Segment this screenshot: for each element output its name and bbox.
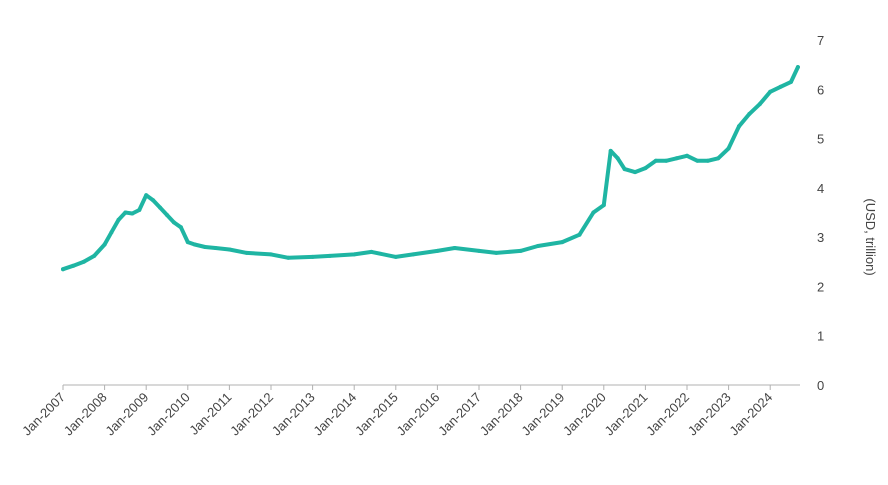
data-point xyxy=(185,240,190,245)
y-tick-label: 0 xyxy=(817,378,824,393)
x-tick-label: Jan-2015 xyxy=(352,390,401,439)
x-tick-label: Jan-2009 xyxy=(102,390,151,439)
data-point xyxy=(369,249,374,254)
data-point xyxy=(591,210,596,215)
data-point xyxy=(151,198,156,203)
data-point xyxy=(435,248,440,253)
data-point xyxy=(123,210,128,215)
data-point xyxy=(61,267,65,272)
data-point xyxy=(795,65,800,70)
data-point xyxy=(286,255,291,260)
data-point xyxy=(269,252,273,257)
data-point xyxy=(171,220,176,225)
data-point xyxy=(705,158,710,163)
data-point xyxy=(244,250,249,255)
y-tick-label: 7 xyxy=(817,33,824,48)
x-tick-label: Jan-2013 xyxy=(269,390,318,439)
data-point xyxy=(92,253,97,258)
data-point xyxy=(327,253,332,258)
y-axis-ticks: 0 1 2 3 4 5 6 7 xyxy=(817,33,824,393)
x-tick-label: Jan-2021 xyxy=(602,390,651,439)
x-tick-label: Jan-2011 xyxy=(186,390,234,438)
data-point xyxy=(601,203,606,208)
data-point xyxy=(768,89,773,94)
data-point xyxy=(757,102,762,107)
x-tick-label: Jan-2023 xyxy=(685,390,734,439)
data-point xyxy=(310,254,315,259)
data-point xyxy=(685,153,689,158)
data-point xyxy=(789,79,793,84)
x-tick-label: Jan-2024 xyxy=(726,390,775,439)
data-point xyxy=(643,166,648,171)
x-tick-label: Jan-2020 xyxy=(560,390,609,439)
data-point xyxy=(203,245,208,249)
data-point xyxy=(192,242,197,247)
data-point xyxy=(227,247,232,252)
series-group xyxy=(61,65,800,272)
data-point xyxy=(674,156,679,161)
data-point xyxy=(130,211,135,216)
x-tick-label: Jan-2014 xyxy=(310,390,359,439)
data-point xyxy=(615,156,620,161)
data-point xyxy=(608,148,613,153)
data-point xyxy=(71,263,76,268)
data-point xyxy=(560,240,565,245)
x-tick-label: Jan-2022 xyxy=(643,390,692,439)
data-point xyxy=(577,232,582,237)
data-point xyxy=(622,167,627,172)
data-point xyxy=(726,146,731,151)
data-point xyxy=(81,259,86,264)
data-point xyxy=(535,244,540,248)
data-point xyxy=(137,208,142,212)
x-tick-label: Jan-2019 xyxy=(518,390,567,439)
data-point xyxy=(144,193,149,198)
data-point xyxy=(411,252,416,257)
data-point xyxy=(213,246,218,250)
data-point xyxy=(737,124,741,129)
x-tick-label: Jan-2010 xyxy=(144,390,193,439)
data-point xyxy=(633,170,637,175)
series-line xyxy=(61,65,800,272)
data-point xyxy=(165,213,169,217)
x-tick-label: Jan-2012 xyxy=(227,390,276,439)
data-point xyxy=(452,246,457,250)
data-point xyxy=(716,156,721,161)
y-tick-label: 3 xyxy=(817,230,824,245)
data-point xyxy=(352,252,357,257)
y-tick-label: 5 xyxy=(817,132,824,147)
y-axis-title: (USD, trillion) xyxy=(863,198,878,275)
y-tick-label: 1 xyxy=(817,329,824,344)
data-point xyxy=(494,250,499,255)
data-point xyxy=(178,225,183,230)
data-point xyxy=(393,254,398,259)
data-point xyxy=(695,158,700,163)
data-point xyxy=(653,158,658,163)
x-axis-ticks: Jan-2007Jan-2008Jan-2009Jan-2010Jan-2011… xyxy=(19,385,775,438)
data-point xyxy=(109,230,114,235)
y-tick-label: 2 xyxy=(817,279,824,294)
data-point xyxy=(778,84,783,89)
y-tick-label: 4 xyxy=(817,181,824,196)
x-tick-label: Jan-2008 xyxy=(61,390,110,439)
data-point xyxy=(158,205,163,210)
data-point xyxy=(518,248,523,253)
x-tick-label: Jan-2007 xyxy=(19,390,68,439)
data-point xyxy=(102,242,107,247)
data-point xyxy=(664,158,669,163)
data-point xyxy=(116,217,121,222)
y-tick-label: 6 xyxy=(817,82,824,97)
x-tick-label: Jan-2017 xyxy=(435,390,484,439)
x-tick-label: Jan-2018 xyxy=(477,390,526,439)
x-tick-label: Jan-2016 xyxy=(394,390,443,439)
data-point xyxy=(747,111,752,116)
data-point xyxy=(477,248,481,253)
